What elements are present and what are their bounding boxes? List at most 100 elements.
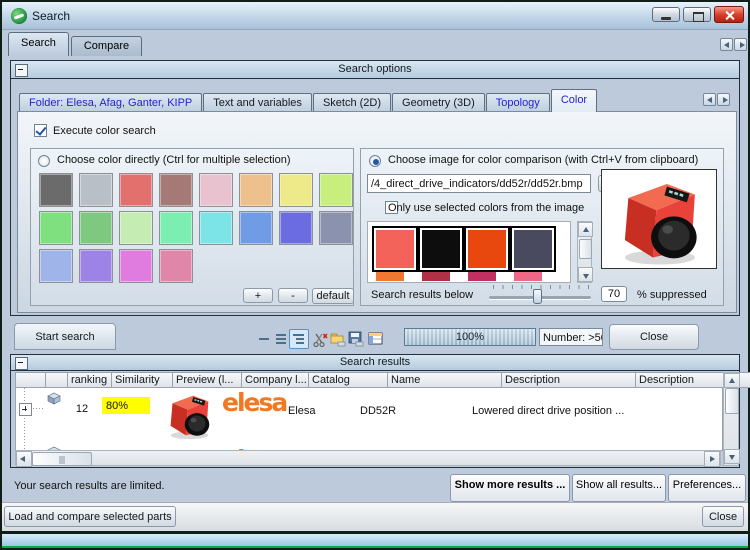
- color-swatch[interactable]: [39, 249, 73, 283]
- minimize-button[interactable]: [652, 7, 680, 22]
- list-indented-icon[interactable]: [289, 329, 309, 349]
- color-swatch[interactable]: [279, 173, 313, 207]
- choose-image-radio[interactable]: [369, 155, 381, 167]
- tab-geometry-3d[interactable]: Geometry (3D): [392, 93, 485, 112]
- color-swatch[interactable]: [199, 211, 233, 245]
- tab-search[interactable]: Search: [8, 32, 69, 56]
- scroll-up-button[interactable]: [724, 373, 740, 388]
- close-button[interactable]: [714, 6, 744, 23]
- column-header-catalog[interactable]: Catalog: [309, 372, 388, 388]
- column-header-company[interactable]: Company l...: [242, 372, 309, 388]
- tab-compare[interactable]: Compare: [70, 36, 143, 56]
- image-color-swatch[interactable]: [510, 226, 556, 272]
- scroll-right-button[interactable]: [704, 451, 720, 467]
- load-compare-button[interactable]: Load and compare selected parts: [4, 506, 176, 527]
- color-swatch[interactable]: [39, 173, 73, 207]
- image-color-bar[interactable]: [468, 272, 496, 281]
- tab-scroll-left-button[interactable]: [720, 38, 733, 51]
- collapse-search-results-button[interactable]: [15, 357, 28, 370]
- list-lines-icon[interactable]: [272, 330, 290, 348]
- start-search-button[interactable]: Start search: [14, 323, 116, 350]
- toolbar-close-button[interactable]: Close: [609, 324, 699, 350]
- cut-scissors-icon[interactable]: [311, 330, 329, 348]
- scrollbar-thumb[interactable]: [32, 452, 92, 466]
- color-swatch[interactable]: [319, 173, 353, 207]
- column-header-icon[interactable]: [46, 372, 68, 388]
- image-colors-scrollbar[interactable]: [577, 221, 593, 283]
- only-selected-colors-checkbox[interactable]: [385, 201, 399, 214]
- execute-color-search-checkbox[interactable]: [34, 124, 47, 137]
- image-color-swatch[interactable]: [464, 226, 510, 272]
- color-swatch[interactable]: [279, 211, 313, 245]
- remove-color-button[interactable]: -: [278, 288, 308, 303]
- image-path-input[interactable]: [367, 174, 591, 193]
- tab-text-variables[interactable]: Text and variables: [203, 93, 312, 112]
- name-cell: DD52R: [360, 405, 397, 417]
- color-swatch[interactable]: [79, 249, 113, 283]
- image-color-bar[interactable]: [376, 272, 404, 281]
- column-header-similarity[interactable]: Similarity: [112, 372, 173, 388]
- color-swatch[interactable]: [119, 249, 153, 283]
- tab-scroll-right-button[interactable]: [734, 38, 747, 51]
- scroll-down-button[interactable]: [724, 449, 740, 464]
- search-options-group: Search options Folder: Elesa, Afag, Gant…: [10, 60, 740, 316]
- title-bar[interactable]: Search: [2, 2, 748, 30]
- tab-folder[interactable]: Folder: Elesa, Afag, Ganter, KIPP: [19, 93, 203, 112]
- image-color-bar[interactable]: [422, 272, 450, 281]
- image-color-bar[interactable]: [514, 272, 542, 281]
- tab-topology[interactable]: Topology: [485, 93, 550, 112]
- show-all-results-button[interactable]: Show all results...: [572, 474, 666, 502]
- choose-color-radio[interactable]: [38, 155, 50, 167]
- expand-row-button[interactable]: [19, 403, 32, 416]
- color-swatch[interactable]: [239, 211, 273, 245]
- scroll-down-button[interactable]: [578, 267, 593, 282]
- scroll-up-button[interactable]: [578, 222, 593, 237]
- color-swatch[interactable]: [79, 173, 113, 207]
- company-logo: elesa: [222, 445, 288, 450]
- maximize-button[interactable]: [683, 7, 711, 22]
- color-swatch[interactable]: [119, 173, 153, 207]
- scrollbar-thumb[interactable]: [579, 239, 592, 259]
- image-color-fill: [514, 230, 552, 268]
- color-swatch[interactable]: [319, 211, 353, 245]
- default-colors-button[interactable]: default: [312, 288, 354, 304]
- add-color-button[interactable]: +: [243, 288, 273, 303]
- image-color-swatch[interactable]: [418, 226, 464, 272]
- column-header-ranking[interactable]: ranking: [68, 372, 112, 388]
- tab-color[interactable]: Color: [550, 89, 598, 112]
- tab-sketch-2d[interactable]: Sketch (2D): [312, 93, 392, 112]
- color-swatch[interactable]: [199, 173, 233, 207]
- column-header-tree[interactable]: [15, 372, 46, 388]
- triangle-up-icon: [729, 378, 735, 383]
- suppress-slider-thumb[interactable]: [533, 289, 542, 304]
- column-header-description2[interactable]: Description: [636, 372, 750, 388]
- scrollbar-thumb[interactable]: [725, 388, 739, 414]
- single-line-icon[interactable]: [255, 330, 273, 348]
- footer-close-button[interactable]: Close: [702, 506, 744, 527]
- results-v-scrollbar[interactable]: [723, 372, 740, 466]
- column-header-name[interactable]: Name: [388, 372, 502, 388]
- options-tab-scroll-left-button[interactable]: [703, 93, 716, 106]
- table-view-icon[interactable]: [367, 330, 385, 348]
- scroll-left-button[interactable]: [16, 451, 32, 467]
- search-results-group: Search results ranking Similarity Previe…: [10, 354, 750, 468]
- image-color-swatch[interactable]: [372, 226, 418, 272]
- color-swatch[interactable]: [159, 211, 193, 245]
- color-swatch[interactable]: [239, 173, 273, 207]
- collapse-search-options-button[interactable]: [15, 64, 28, 77]
- color-swatch[interactable]: [159, 173, 193, 207]
- save-disk-icon[interactable]: [347, 330, 365, 348]
- result-number-field[interactable]: Number: >50: [539, 328, 603, 346]
- open-folder-icon[interactable]: [329, 330, 347, 348]
- options-tab-scroll-right-button[interactable]: [717, 93, 730, 106]
- show-more-results-button[interactable]: Show more results ...: [450, 474, 570, 502]
- results-h-scrollbar[interactable]: [15, 450, 721, 467]
- preferences-button[interactable]: Preferences...: [668, 474, 746, 502]
- color-swatch[interactable]: [39, 211, 73, 245]
- color-swatch[interactable]: [159, 249, 193, 283]
- color-swatch[interactable]: [79, 211, 113, 245]
- suppress-value-input[interactable]: [601, 286, 627, 302]
- color-swatch[interactable]: [119, 211, 153, 245]
- column-header-preview[interactable]: Preview (l...: [173, 372, 242, 388]
- column-header-description[interactable]: Description: [502, 372, 636, 388]
